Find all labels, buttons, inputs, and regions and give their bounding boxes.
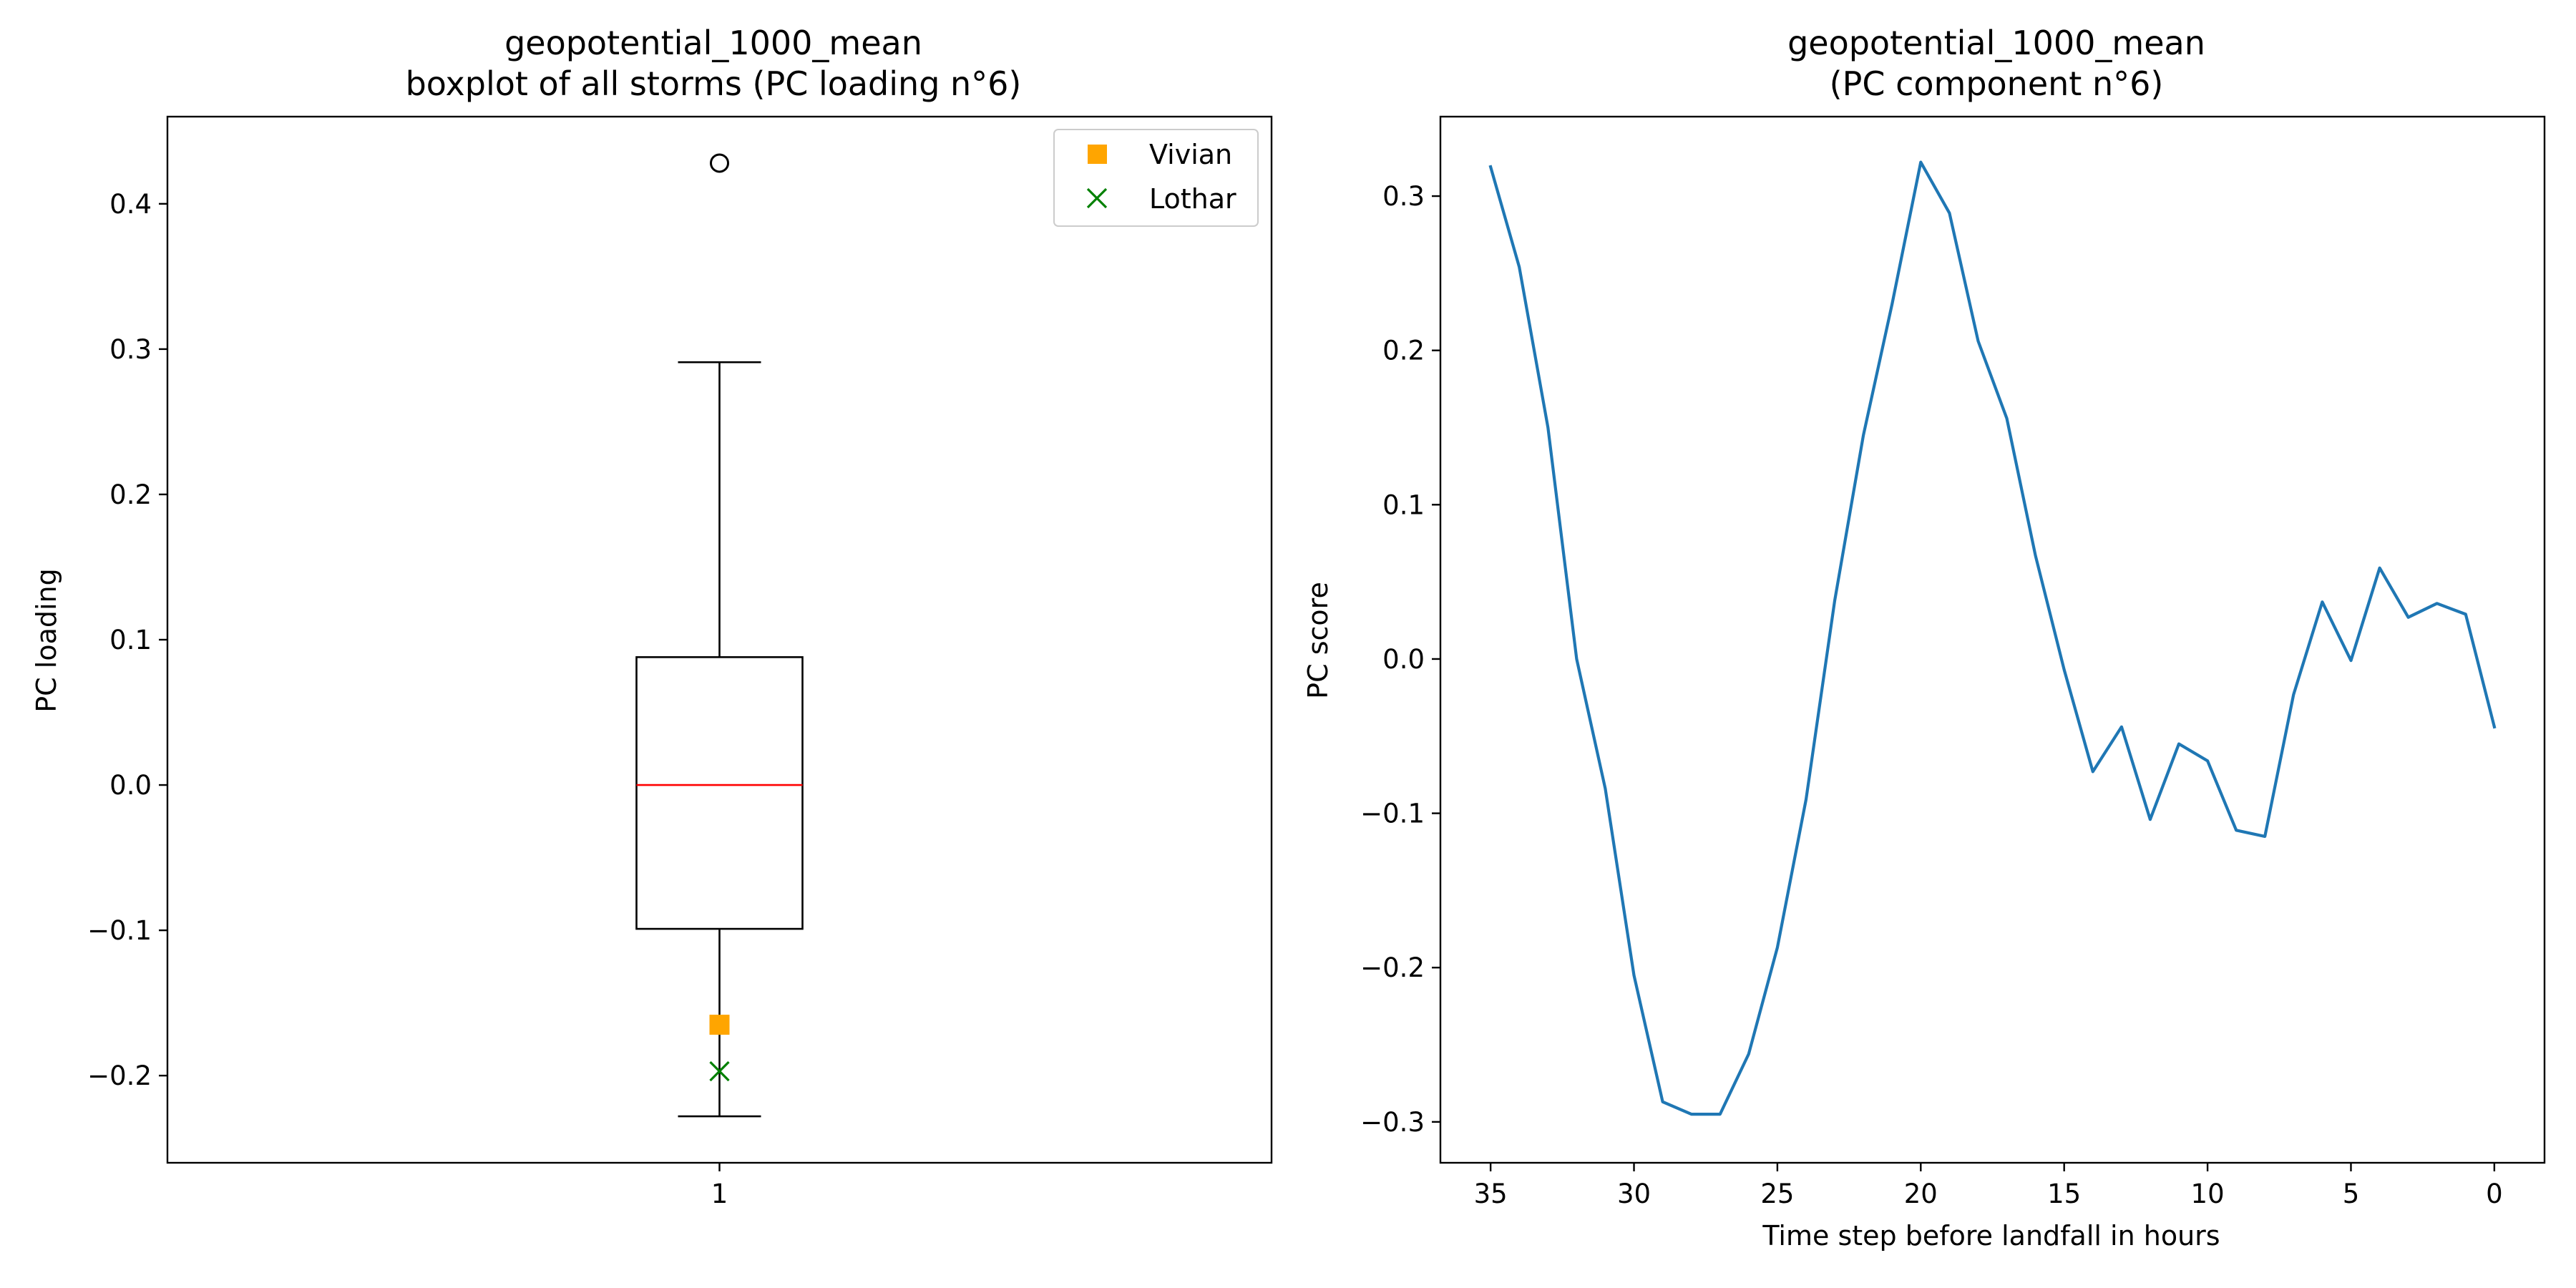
boxplot-x-tick-label: 1 (711, 1179, 728, 1209)
line-chart-y-ticks: −0.3 −0.2 −0.1 0.0 0.1 0.2 0.3 (1360, 181, 1440, 1138)
boxplot-x-ticks: 1 (711, 1163, 728, 1209)
pc-score-series-line (1488, 160, 2497, 1116)
boxplot-outlier-point (710, 153, 729, 173)
line-chart-x-tick-label: 10 (2191, 1179, 2225, 1209)
boxplot-y-tick-label: −0.1 (87, 915, 152, 946)
line-chart-title: geopotential_1000_mean (1787, 24, 2205, 62)
boxplot-legend: Vivian Lothar (1053, 129, 1259, 227)
line-chart-x-tick-label: 5 (2343, 1179, 2360, 1209)
line-chart-y-tick-label: 0.2 (1382, 336, 1425, 366)
line-chart-y-tick-label: −0.2 (1360, 952, 1425, 983)
line-chart-y-axis-label: PC score (1302, 582, 1334, 699)
legend-label-vivian: Vivian (1149, 139, 1232, 170)
line-chart-axes-frame (1439, 115, 2546, 1164)
boxplot-y-ticks: −0.2 −0.1 0.0 0.1 0.2 0.3 0.4 (87, 189, 167, 1091)
boxplot-y-axis-label: PC loading (31, 568, 62, 713)
line-chart-y-tick-label: 0.3 (1382, 181, 1425, 212)
line-chart-x-axis-label: Time step before landfall in hours (1762, 1220, 2220, 1252)
boxplot-y-tick-label: 0.2 (109, 479, 152, 510)
line-chart-y-tick-label: 0.0 (1382, 644, 1425, 675)
legend-marker-lothar (1086, 187, 1108, 209)
storm-marker-lothar (709, 1060, 730, 1082)
line-chart-x-tick-label: 15 (2047, 1179, 2081, 1209)
boxplot-y-tick-label: 0.3 (109, 334, 152, 365)
line-chart-x-tick-label: 25 (1760, 1179, 1794, 1209)
boxplot-y-tick-label: 0.1 (109, 625, 152, 655)
line-chart-x-ticks: 35 30 25 20 15 10 5 0 (1474, 1163, 2503, 1209)
boxplot-title: geopotential_1000_mean (504, 24, 922, 62)
line-chart-y-tick-label: −0.1 (1360, 799, 1425, 829)
line-chart-x-tick-label: 35 (1474, 1179, 1508, 1209)
line-chart-plot-area (1488, 160, 2497, 1116)
line-chart-y-tick-label: −0.3 (1360, 1107, 1425, 1138)
boxplot-box (635, 656, 804, 930)
line-chart-panel: geopotential_1000_mean (PC component n°6… (1302, 24, 2546, 1252)
boxplot-y-tick-label: 0.0 (109, 770, 152, 801)
line-chart-y-tick-label: 0.1 (1382, 489, 1425, 520)
boxplot-plot-area (635, 153, 804, 1118)
boxplot-panel: geopotential_1000_mean boxplot of all st… (31, 24, 1273, 1209)
legend-label-lothar: Lothar (1149, 183, 1236, 215)
boxplot-y-tick-label: −0.2 (87, 1060, 152, 1091)
boxplot-subtitle: boxplot of all storms (PC loading n°6) (406, 64, 1022, 103)
line-chart-x-tick-label: 20 (1904, 1179, 1938, 1209)
boxplot-y-tick-label: 0.4 (109, 189, 152, 220)
storm-marker-vivian (709, 1015, 730, 1035)
legend-marker-vivian (1088, 145, 1107, 164)
line-chart-subtitle: (PC component n°6) (1830, 64, 2164, 103)
line-chart-x-tick-label: 0 (2486, 1179, 2503, 1209)
boxplot-axes-frame (166, 115, 1273, 1164)
line-chart-x-tick-label: 30 (1617, 1179, 1651, 1209)
